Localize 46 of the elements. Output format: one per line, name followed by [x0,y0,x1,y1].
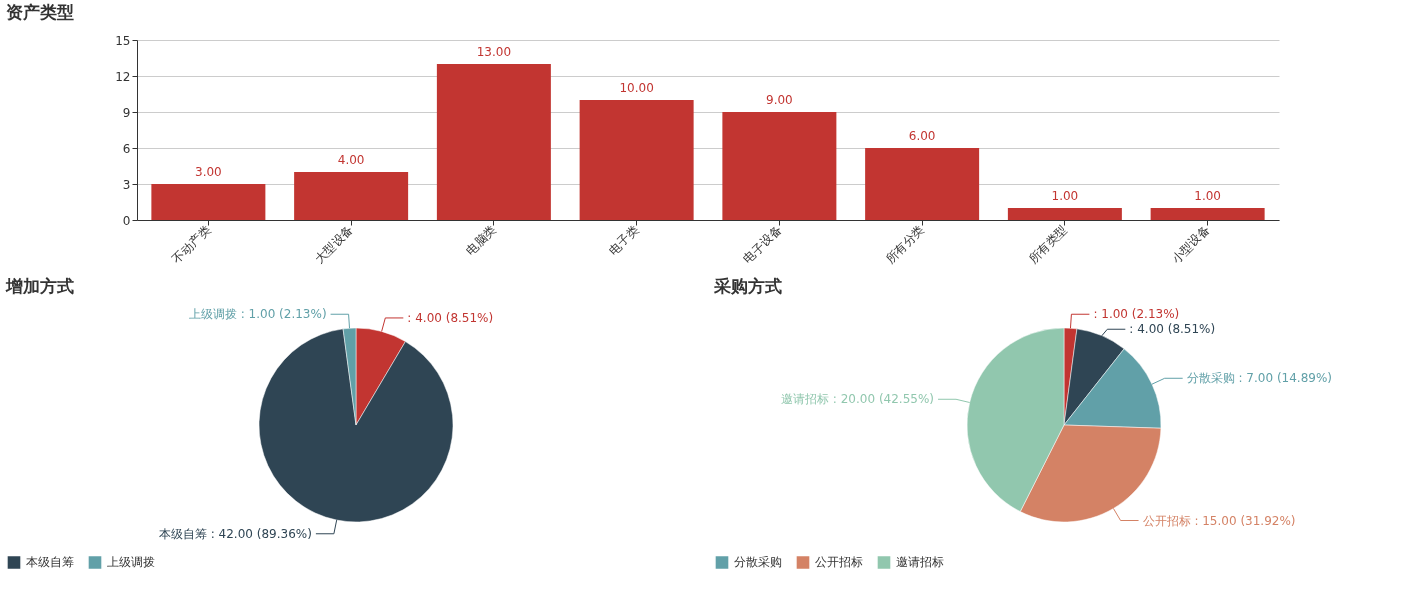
legend-label: 公开招标 [815,555,863,570]
data-label: 1.00 [1194,189,1221,203]
data-label: 6.00 [908,129,936,143]
y-tick-label: 0 [122,213,131,228]
legend-label: 本级自筹 [26,555,74,570]
data-label: 3.00 [195,165,222,179]
data-label: 4.00 [337,153,365,167]
bar [436,64,551,220]
x-tick-label: 所有类型 [1025,222,1070,267]
bar [151,184,266,220]
data-label: 本级自筹 : 42.00 (89.36%) [158,526,312,541]
data-label: : 4.00 (8.51%) [1129,322,1216,337]
x-tick-label: 电子设备 [740,222,785,267]
legend-label: 邀请招标 [896,555,944,570]
x-tick-label: 电脑类 [463,222,499,258]
y-tick-label: 3 [122,177,131,192]
y-tick-label: 9 [122,105,131,120]
bar [722,112,837,220]
data-label: 邀请招标 : 20.00 (42.55%) [781,392,935,407]
bar [1007,208,1122,220]
x-tick-label: 不动产类 [169,222,214,267]
data-label: 上级调拨 : 1.00 (2.13%) [188,307,327,322]
bar [579,100,694,220]
x-tick-label: 电子类 [606,222,642,258]
data-label: 分散采购 : 7.00 (14.89%) [1186,371,1333,386]
data-label: 1.00 [1051,189,1079,203]
legend-label: 上级调拨 [107,555,155,570]
chart-title: 资产类型 [6,2,74,22]
bar [294,172,409,220]
chart-title: 采购方式 [713,276,782,297]
y-tick-label: 15 [115,33,131,48]
data-label: 13.00 [476,45,512,59]
data-label: : 4.00 (8.51%) [407,310,494,325]
y-tick-label: 6 [122,141,131,156]
data-label: : 1.00 (2.13%) [1093,307,1180,322]
x-tick-label: 所有分类 [883,222,928,267]
data-label: 10.00 [619,81,654,95]
legend-label: 分散采购 [734,555,782,570]
bar [865,148,980,220]
x-tick-label: 大型设备 [312,222,357,267]
data-label: 9.00 [766,93,793,107]
y-tick-label: 12 [115,69,131,84]
bar [1150,208,1265,220]
x-tick-label: 小型设备 [1168,222,1213,267]
data-label: 公开招标 : 15.00 (31.92%) [1142,513,1296,528]
chart-title: 增加方式 [5,276,74,297]
